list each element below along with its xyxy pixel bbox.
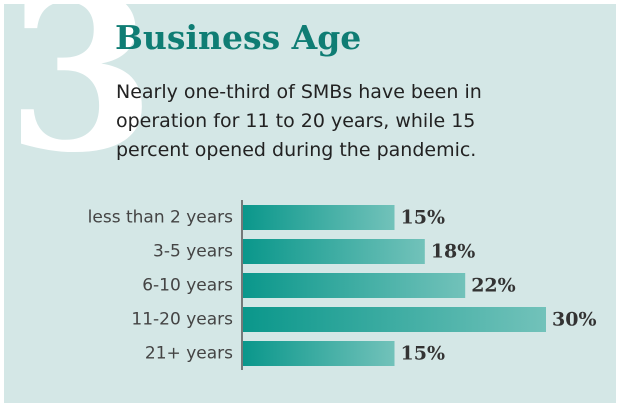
- value-label: 18%: [431, 241, 476, 263]
- value-label: 30%: [552, 309, 597, 331]
- chart: less than 2 years 15% 3-5 years 18% 6-10 yea…: [88, 200, 597, 370]
- bar: [243, 273, 466, 298]
- chart-title: Business Age: [115, 18, 362, 57]
- category-label: 11-20 years: [131, 310, 233, 330]
- panel: 3 Business Age Nearly one-third of SMBs …: [4, 4, 616, 403]
- bar: [243, 307, 546, 332]
- category-label: 3-5 years: [153, 242, 233, 262]
- section-numeral: 3: [6, 4, 156, 200]
- bar: [243, 205, 395, 230]
- category-label: 6-10 years: [142, 276, 233, 296]
- bar: [243, 239, 425, 264]
- bar: [243, 341, 395, 366]
- value-label: 15%: [401, 343, 446, 365]
- value-label: 15%: [401, 207, 446, 229]
- category-label: less than 2 years: [88, 208, 233, 228]
- value-label: 22%: [471, 275, 516, 297]
- category-label: 21+ years: [145, 344, 233, 364]
- chart-subtitle: Nearly one-third of SMBs have been in op…: [116, 81, 482, 161]
